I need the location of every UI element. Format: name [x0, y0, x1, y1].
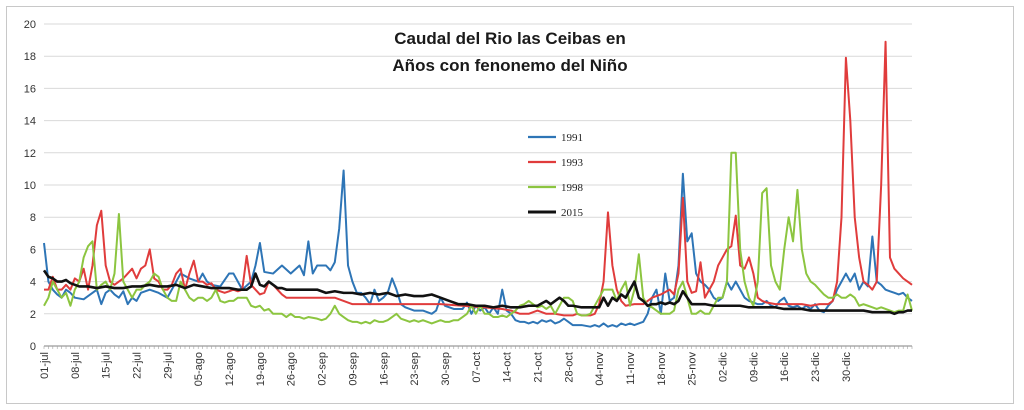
- legend-label-1991: 1991: [561, 132, 583, 144]
- x-tick-label: 18-nov: [656, 352, 668, 386]
- chart-title-line-1: Caudal del Rio las Ceibas en: [394, 29, 625, 48]
- y-tick-label: 12: [24, 148, 36, 160]
- y-tick-label: 4: [30, 277, 36, 289]
- x-tick-label: 08-jul: [70, 352, 82, 379]
- x-tick-label: 25-nov: [687, 352, 699, 386]
- y-tick-label: 0: [30, 341, 36, 353]
- y-tick-label: 8: [30, 212, 36, 224]
- series-line-1991: [43, 169, 913, 328]
- y-tick-label: 20: [24, 19, 36, 31]
- series-line-1998: [43, 151, 913, 325]
- x-tick-label: 05-ago: [193, 352, 205, 386]
- x-tick-label: 02-sep: [317, 352, 329, 386]
- x-tick-label: 14-oct: [502, 352, 514, 383]
- series-line-1993: [44, 40, 913, 317]
- x-tick-label: 07-oct: [471, 352, 483, 383]
- x-tick-label: 11-nov: [625, 352, 637, 385]
- x-tick-label: 09-sep: [347, 352, 359, 386]
- chart-title: Caudal del Rio las Ceibas en Años con fe…: [392, 29, 627, 75]
- x-tick-label: 22-jul: [132, 352, 144, 379]
- x-tick-label: 04-nov: [594, 352, 606, 386]
- legend: 1991 1993 1998 2015: [528, 132, 584, 219]
- legend-label-1993: 1993: [561, 157, 584, 169]
- x-tick-label: 16-dic: [779, 352, 791, 382]
- x-tick-label: 21-oct: [532, 352, 544, 383]
- x-tick-label: 26-ago: [286, 352, 298, 386]
- x-tick-label: 29-jul: [162, 352, 174, 379]
- x-tick-label: 16-sep: [378, 352, 390, 386]
- x-tick-label: 19-ago: [255, 352, 267, 386]
- y-axis: 0 2 4 6 8 10 12 14 16 18 20: [24, 19, 36, 353]
- series-lines: [42, 40, 913, 328]
- y-tick-label: 14: [24, 116, 36, 128]
- x-axis: 01-jul 08-jul 15-jul 22-jul 29-jul 05-ago 12-a…: [39, 345, 913, 386]
- x-tick-label: 01-jul: [39, 352, 51, 379]
- y-tick-label: 16: [24, 83, 36, 95]
- chart-title-line-2: Años con fenonemo del Niño: [392, 56, 627, 75]
- series-line-2015: [42, 269, 912, 316]
- y-tick-label: 6: [30, 244, 36, 256]
- legend-label-2015: 2015: [561, 207, 584, 219]
- x-tick-label: 30-dic: [841, 352, 853, 382]
- y-tick-label: 2: [30, 309, 36, 321]
- legend-label-1998: 1998: [561, 182, 584, 194]
- y-tick-label: 18: [24, 51, 36, 63]
- x-tick-label: 15-jul: [101, 352, 113, 379]
- x-tick-label: 23-sep: [409, 352, 421, 386]
- x-tick-label: 02-dic: [718, 352, 730, 382]
- x-tick-label: 28-oct: [563, 352, 575, 383]
- x-tick-label: 23-dic: [810, 352, 822, 382]
- x-tick-label: 12-ago: [224, 352, 236, 386]
- x-tick-label: 30-sep: [440, 352, 452, 386]
- y-tick-label: 10: [24, 180, 36, 192]
- x-tick-label: 09-dic: [748, 352, 760, 382]
